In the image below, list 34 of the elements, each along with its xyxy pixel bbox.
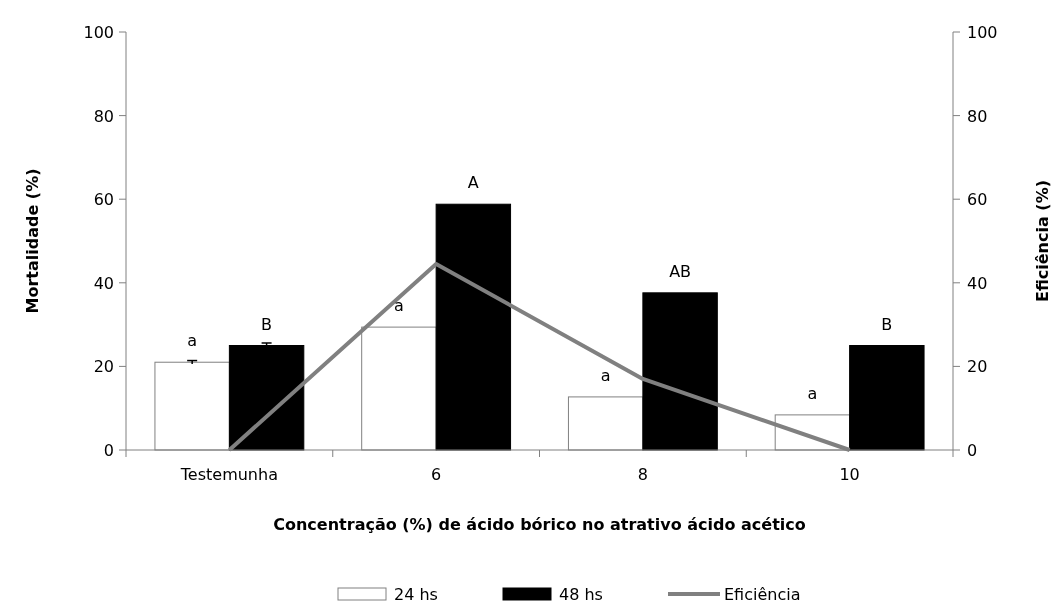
y-axis-title: Mortalidade (%) bbox=[23, 168, 42, 314]
y2-tick-label: 100 bbox=[967, 23, 998, 42]
y-tick-label: 60 bbox=[93, 190, 114, 210]
x-tick-label: 10 bbox=[839, 465, 860, 484]
annotation: a bbox=[600, 365, 611, 385]
y-tick-label: 100 bbox=[83, 23, 114, 42]
y-tick-label: 0 bbox=[103, 441, 114, 460]
y2-axis-title: Eficiência (%) bbox=[1033, 180, 1052, 302]
bar bbox=[435, 203, 512, 451]
annotation: A bbox=[467, 173, 479, 193]
annotation: B bbox=[261, 314, 273, 334]
bar bbox=[849, 345, 925, 451]
bar bbox=[228, 345, 305, 451]
x-axis-title: Concentração (%) de ácido bórico no atrativo ácido acético bbox=[273, 515, 806, 534]
y2-tick-label: 0 bbox=[967, 441, 978, 460]
x-tick-label: Testemunha bbox=[179, 465, 278, 484]
y2-tick-label: 80 bbox=[967, 106, 988, 126]
annotation: a bbox=[807, 383, 818, 403]
y2-tick-label: 20 bbox=[967, 357, 988, 377]
y-tick-label: 80 bbox=[93, 106, 114, 126]
y-tick-label: 40 bbox=[93, 273, 114, 293]
annotation: a bbox=[187, 331, 198, 351]
y-tick-label: 20 bbox=[93, 357, 114, 377]
x-tick-label: 8 bbox=[637, 465, 648, 484]
legend-label: 48 hs bbox=[559, 585, 603, 604]
bar bbox=[642, 292, 718, 451]
legend-label: Eficiência bbox=[724, 585, 801, 604]
y2-tick-label: 40 bbox=[967, 273, 988, 293]
legend-label: 24 hs bbox=[394, 585, 438, 604]
y2-tick-label: 60 bbox=[967, 190, 988, 210]
annotation: a bbox=[394, 296, 404, 316]
x-tick-label: 6 bbox=[431, 465, 442, 484]
annotation: B bbox=[881, 314, 893, 334]
annotation: AB bbox=[669, 261, 692, 281]
